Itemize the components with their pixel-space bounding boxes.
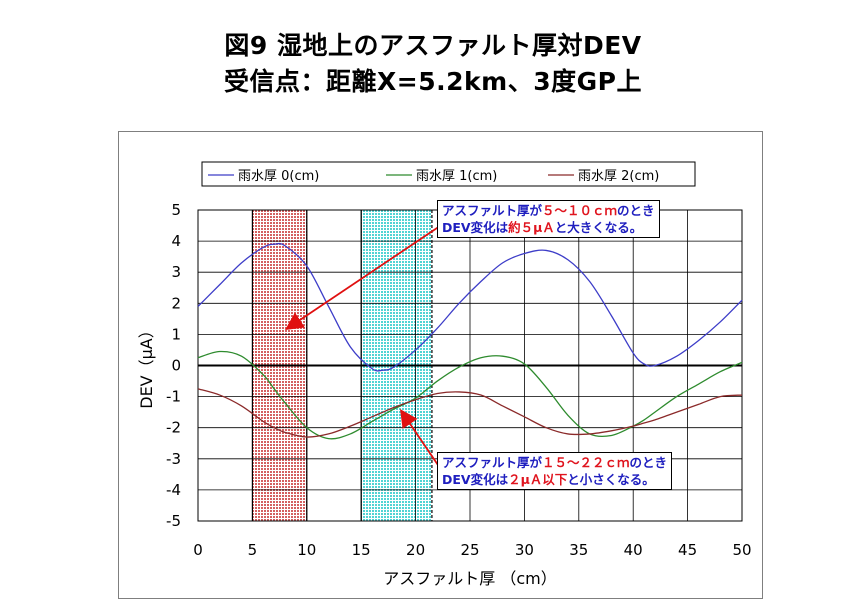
annotation-1-line2c: と大きくなる。 <box>554 220 643 235</box>
y-tick-label: -1 <box>166 388 181 406</box>
x-tick-label: 40 <box>624 541 643 559</box>
series-line-1 <box>197 242 743 372</box>
y-tick-label: 3 <box>171 263 181 281</box>
legend-label-3: 雨水厚 2(cm) <box>578 169 659 184</box>
chart-title-line2: 受信点：距離X=5.2km、3度GP上 <box>224 67 642 96</box>
y-tick-label: -3 <box>166 450 181 468</box>
x-tick-label: 25 <box>460 541 479 559</box>
annotation-1-line2a: DEV変化は <box>442 220 509 235</box>
legend-label-1: 雨水厚 0(cm) <box>238 169 319 184</box>
series-line-3 <box>197 388 743 438</box>
annotation-2-line1a: アスファルト厚が <box>442 455 543 470</box>
annotation-1-line1c: のとき <box>617 203 655 218</box>
y-tick-label: -2 <box>166 419 181 437</box>
annotation-1-line1a: アスファルト厚が <box>442 203 543 218</box>
y-tick-label: 0 <box>171 357 181 375</box>
y-tick-label: 2 <box>171 294 181 312</box>
annotation-arrow-2 <box>399 409 441 469</box>
annotation-arrow-1 <box>285 225 441 331</box>
y-tick-label: 1 <box>171 325 181 343</box>
legend-label-2: 雨水厚 1(cm) <box>416 169 497 184</box>
x-tick-label: 30 <box>515 541 534 559</box>
x-tick-label: 0 <box>193 541 203 559</box>
annotation-box-1: アスファルト厚が５～１０ｃｍのとき DEV変化は約５μＡと大きくなる。 <box>437 200 660 238</box>
x-tick-label: 35 <box>569 541 588 559</box>
x-tick-label: 45 <box>678 541 697 559</box>
annotation-1-line1b: ５～１０ｃｍ <box>542 203 618 218</box>
chart-title-line1: 図9 湿地上のアスファルト厚対DEV <box>224 31 642 60</box>
y-tick-label: 5 <box>171 201 181 219</box>
annotation-2-line1b: １５～２２ｃｍ <box>542 455 630 470</box>
y-tick-label: -5 <box>166 512 181 530</box>
annotation-box-2: アスファルト厚が１５～２２ｃｍのとき DEV変化は２μＡ以下と小さくなる。 <box>437 452 673 490</box>
x-tick-label: 5 <box>248 541 258 559</box>
y-tick-label: -4 <box>166 481 181 499</box>
x-tick-label: 50 <box>732 541 751 559</box>
y-axis-label: DEV（μA） <box>137 322 156 409</box>
annotation-2-line2b: ２μＡ以下 <box>508 472 568 487</box>
y-tick-label: 4 <box>171 232 181 250</box>
annotation-2-line2c: と小さくなる。 <box>567 472 655 487</box>
x-tick-label: 15 <box>352 541 371 559</box>
annotation-2-line1c: のとき <box>629 455 668 470</box>
annotation-1-line2b: 約５μＡ <box>508 220 555 235</box>
x-tick-label: 20 <box>406 541 425 559</box>
series-line-2 <box>197 350 743 440</box>
annotation-2-line2a: DEV変化は <box>442 472 509 487</box>
x-tick-label: 10 <box>297 541 316 559</box>
legend-box <box>201 161 696 187</box>
x-axis-label: アスファルト厚 （cm） <box>383 569 556 588</box>
